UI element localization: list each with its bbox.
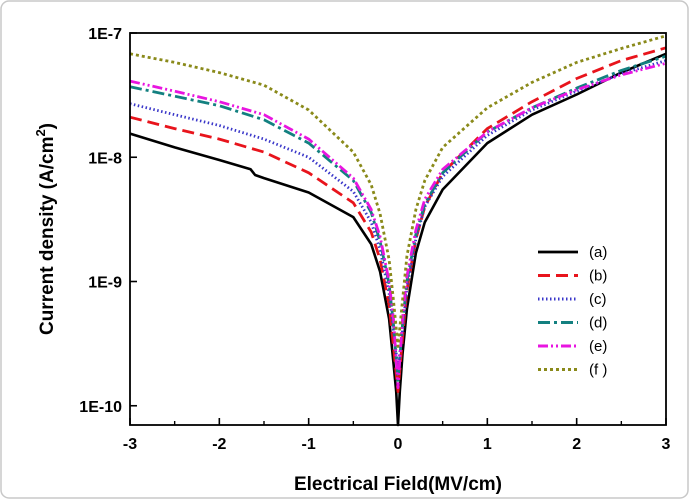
y-tick-label: 1E-9 <box>88 275 122 292</box>
series-line-2 <box>129 46 667 393</box>
y-tick-label: 1E-10 <box>79 399 122 416</box>
x-tick-label: -3 <box>123 436 137 453</box>
x-tick-label: -2 <box>212 436 226 453</box>
legend-label-6: (f ) <box>589 362 607 379</box>
x-tick-label: 2 <box>572 436 581 453</box>
legend-label-3: (c) <box>589 291 607 308</box>
x-tick-label: 0 <box>394 436 403 453</box>
x-tick-label: 3 <box>662 436 671 453</box>
y-axis-title-superscript: 2 <box>33 129 48 136</box>
tick-layer: -3 -2 -1 0 1 2 3 1E-10 1E-9 1E-8 1E-7 <box>79 26 670 453</box>
y-axis-title: Current density (A/cm2) <box>33 123 58 335</box>
legend: (a) (b) (c) (d) (e) (f ) <box>538 244 607 379</box>
legend-label-1: (a) <box>589 244 607 261</box>
x-axis-title: Electrical Field(MV/cm) <box>294 474 502 495</box>
y-tick-label: 1E-8 <box>88 150 122 167</box>
y-axis-title-tail: ) <box>37 123 58 129</box>
series-line-1 <box>129 52 667 427</box>
y-axis-title-main: Current density (A/cm <box>37 137 58 335</box>
series-layer <box>129 34 667 427</box>
y-tick-label: 1E-7 <box>88 26 122 43</box>
legend-label-2: (b) <box>589 268 607 285</box>
legend-label-5: (e) <box>589 338 607 355</box>
legend-label-4: (d) <box>589 315 607 332</box>
x-tick-label: 1 <box>483 436 492 453</box>
x-tick-label: -1 <box>302 436 316 453</box>
series-line-5 <box>129 61 667 389</box>
series-line-6 <box>129 34 667 348</box>
